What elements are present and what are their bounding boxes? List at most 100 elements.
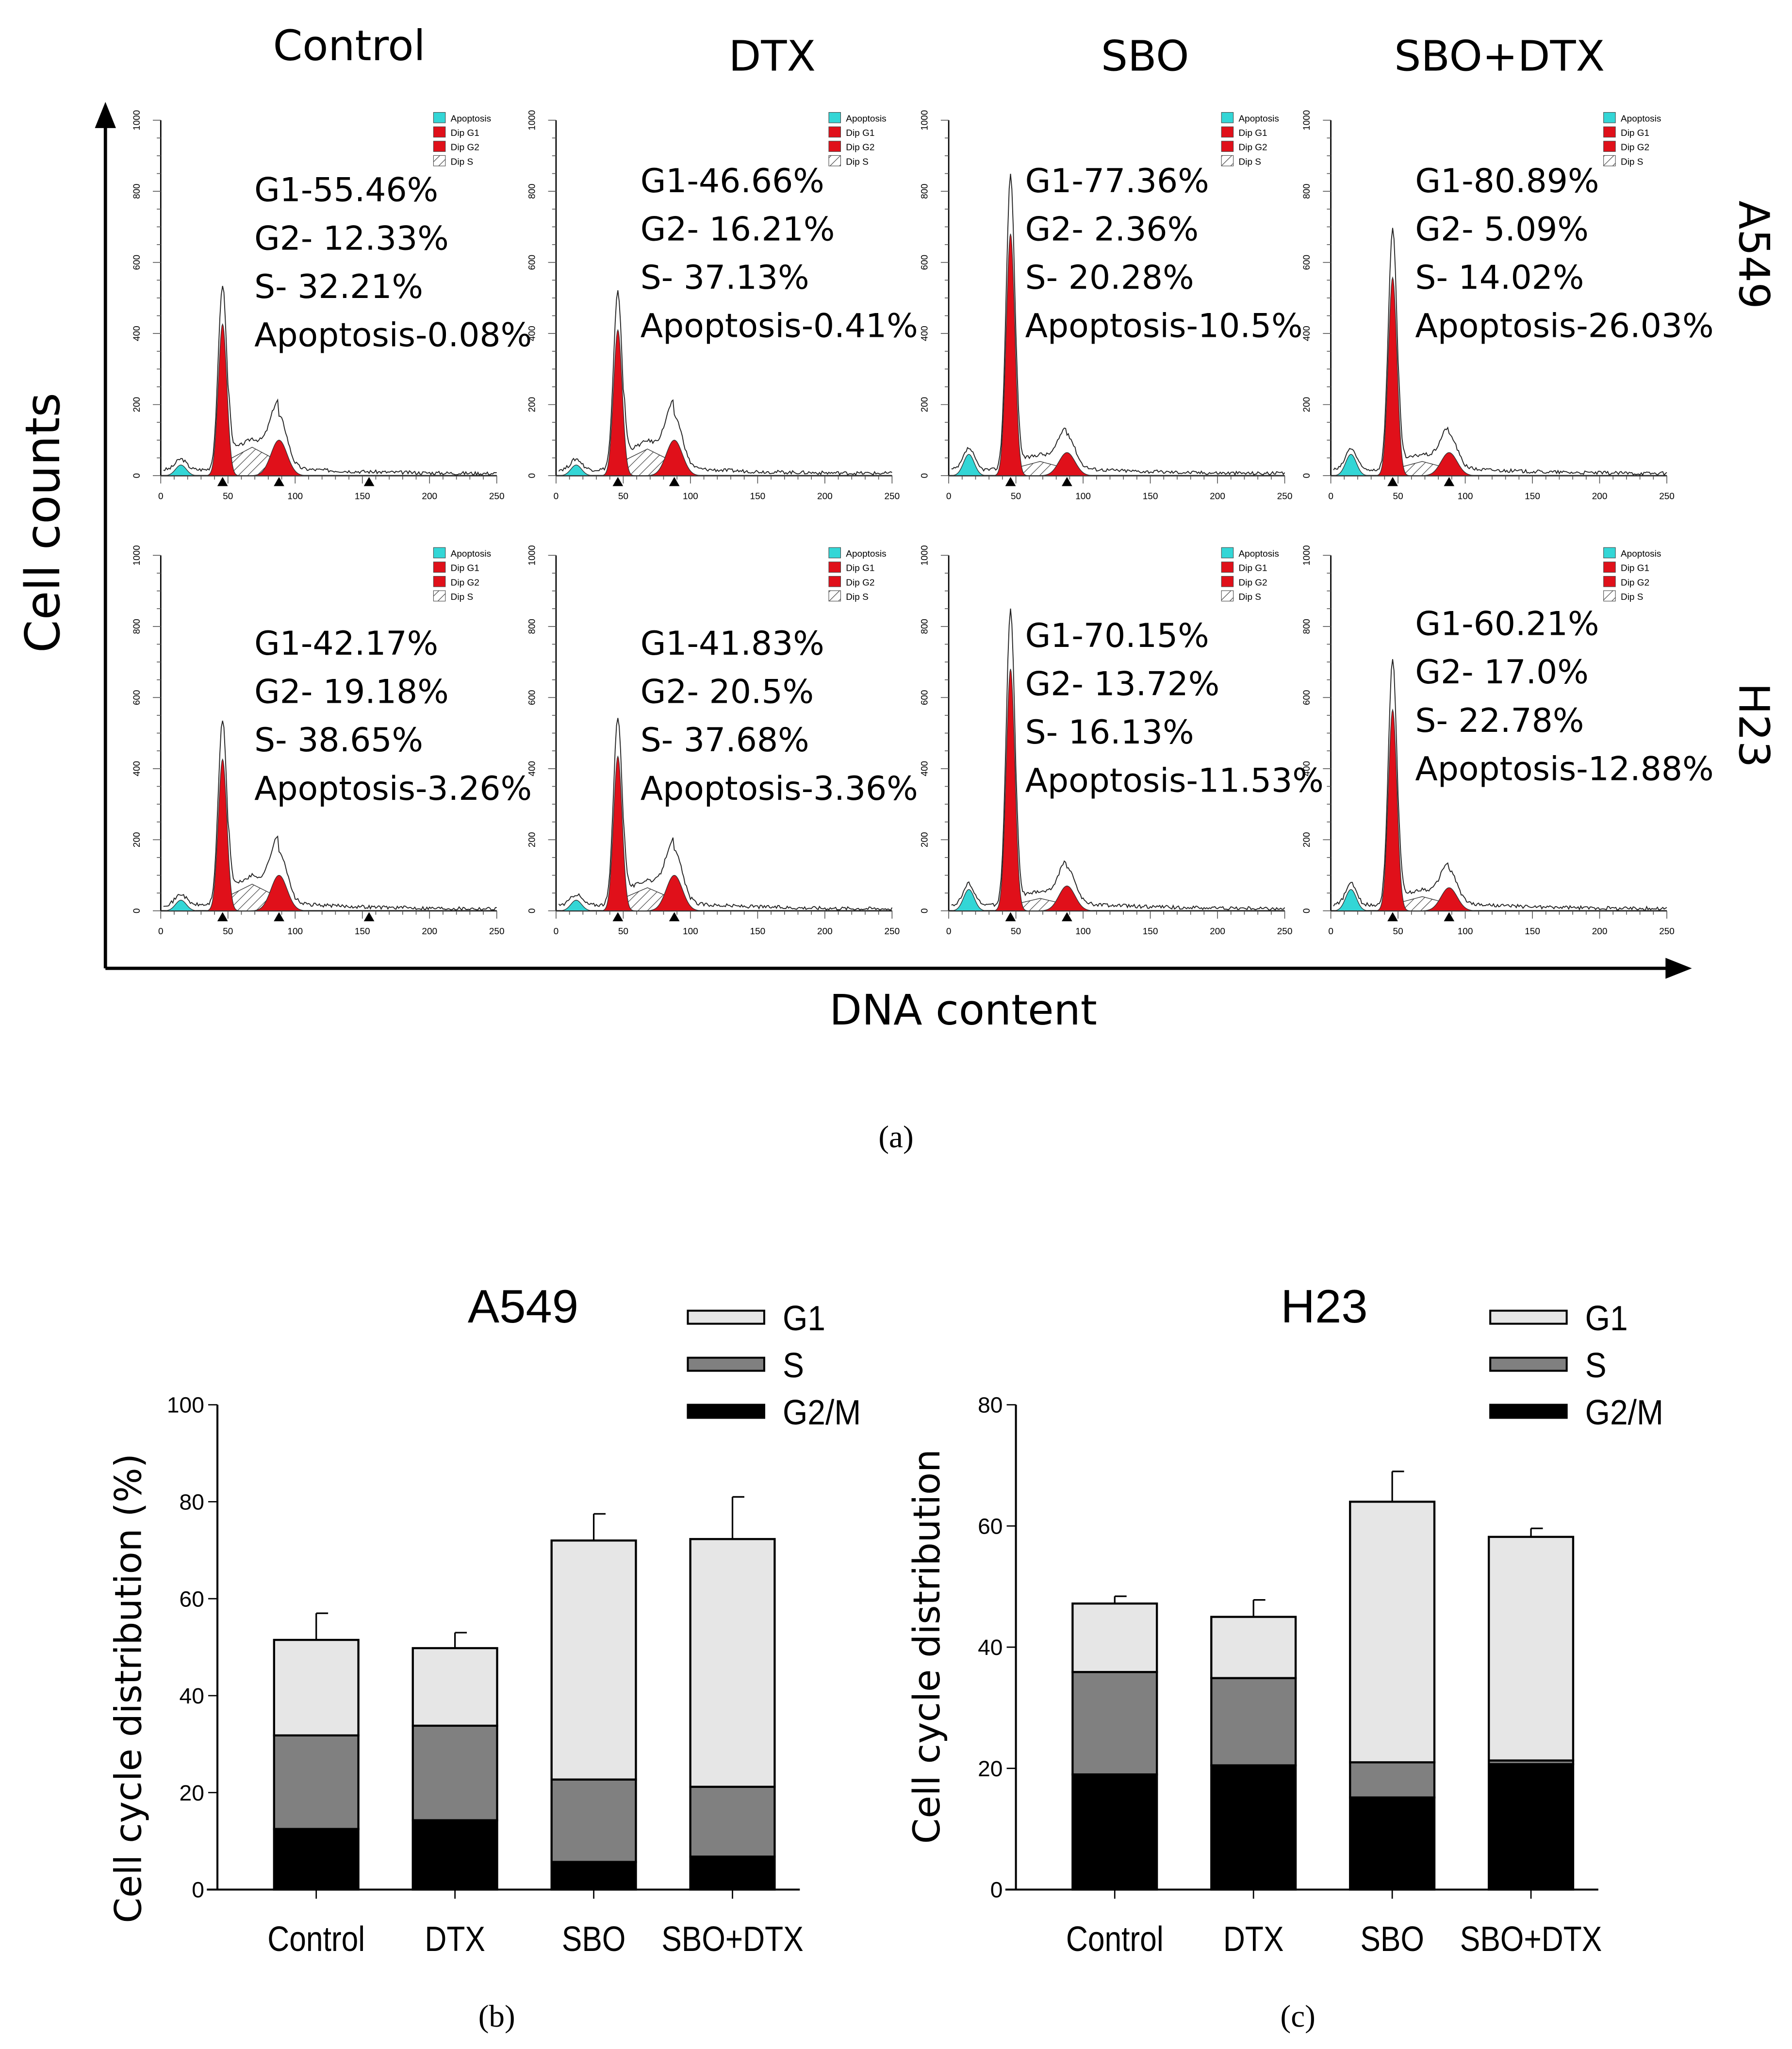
hist-y-tick-label: 600 [132,690,142,705]
hist-y-tick-label: 0 [1302,909,1312,913]
hist-x-tick-label: 250 [489,926,505,937]
legend-swatch [828,126,841,138]
legend-swatch [1603,155,1616,166]
hist-x-tick-label: 50 [1011,926,1021,937]
legend-label: Dip G1 [451,128,479,138]
phase-percentage-text: G1-70.15% [1025,616,1209,655]
hist-y-tick-label: 0 [527,909,537,913]
legend-swatch [433,547,446,559]
phase-percentage-text: S- 32.21% [254,267,423,306]
peak-marker-icon [1444,477,1455,486]
hist-y-tick-label: 600 [1302,255,1312,270]
row-label-a549: A549 [1729,200,1777,309]
histogram-panel: 0 200 400 600 800 1000 0 50 100 150 200 250 Apoptosi… [527,110,918,502]
x-axis-label-dna-content: DNA content [829,986,1097,1035]
legend-swatch [1221,562,1234,573]
legend-label: Dip G2 [1239,578,1267,588]
hist-x-tick-label: 200 [1592,492,1608,502]
x-tick-label: SBO [1360,1920,1424,1959]
hist-x-tick-label: 150 [750,926,766,937]
hist-x-tick-label: 150 [750,492,766,502]
bar-segment-s [689,1785,776,1858]
legend-swatch [828,112,841,123]
dip-g2-area [949,885,1285,911]
phase-percentage-text: G1-77.36% [1025,162,1209,200]
legend-label: S [1585,1345,1607,1385]
phase-percentage-text: S- 37.68% [641,721,809,760]
legend-label: Dip G1 [846,563,874,574]
phase-percentage-text: G2- 5.09% [1415,210,1589,248]
peak-marker-icon [669,912,680,922]
phase-percentage-text: G1-46.66% [641,162,824,200]
histogram-panel: 0 200 400 600 800 1000 0 50 100 150 200 250 Apoptosi… [527,545,918,937]
y-tick-label: 20 [978,1756,1003,1781]
hist-y-tick-label: 400 [1302,326,1312,341]
legend-swatch [433,155,446,166]
phase-percentage-text: Apoptosis-12.88% [1415,750,1713,788]
hist-y-tick-label: 400 [920,326,930,341]
peak-marker-icon [1387,912,1398,922]
hist-x-tick-label: 150 [355,926,370,937]
hist-x-tick-label: 150 [1143,492,1158,502]
bar-segment-g2m [550,1861,637,1891]
legend-label: Dip S [1621,592,1643,602]
legend-label: Apoptosis [1239,549,1279,559]
y-tick-label: 0 [990,1877,1003,1902]
phase-percentage-text: Apoptosis-26.03% [1415,307,1713,345]
legend-label: Dip G1 [1621,128,1649,138]
phase-percentage-text: S- 37.13% [641,258,809,297]
phase-percentage-text: G1-80.89% [1415,162,1599,200]
phase-percentage-text: G1-60.21% [1415,605,1599,643]
peak-marker-icon [1061,477,1072,486]
hist-y-tick-label: 200 [1302,832,1312,847]
hist-y-tick-label: 0 [1302,473,1312,478]
big-axes [95,102,1692,979]
hist-x-tick-label: 100 [683,492,698,502]
peak-marker-icon [1444,912,1455,922]
hist-x-tick-label: 50 [618,492,628,502]
hist-y-tick-label: 400 [920,761,930,776]
legend-label: G2/M [1585,1392,1663,1432]
hist-x-tick-label: 0 [946,926,952,937]
legend-swatch [1603,112,1616,123]
hist-y-tick-label: 800 [920,183,930,198]
column-header-control: Control [273,22,426,70]
hist-y-tick-label: 1000 [527,110,537,131]
legend-swatch [1603,126,1616,138]
panel-label: (b) [478,1999,515,2034]
phase-percentage-text: S- 16.13% [1025,713,1194,751]
hist-x-tick-label: 100 [1075,926,1091,937]
legend-swatch [1221,590,1234,602]
hist-y-tick-label: 400 [527,761,537,776]
bar-segment-g2m [411,1819,498,1891]
hist-y-tick-label: 800 [132,183,142,198]
legend-label: Dip G1 [1239,563,1267,574]
dip-g2-area [1331,887,1667,911]
legend-label: Dip S [846,592,868,602]
y-tick-label: 60 [978,1514,1003,1539]
bar-segment-g2m [1210,1764,1297,1891]
column-headers: Control DTX SBO SBO+DTX [273,22,1605,81]
legend-swatch [1221,126,1234,138]
legend-label: Dip G1 [1239,128,1267,138]
column-header-sbo: SBO [1101,33,1189,81]
bar-segment-s [1071,1671,1158,1776]
legend-swatch [1603,562,1616,573]
legend-label: G2/M [783,1392,861,1432]
phase-percentage-text: Apoptosis-3.26% [254,769,532,808]
hist-x-tick-label: 200 [422,926,437,937]
phase-percentage-text: S- 38.65% [254,721,423,760]
legend-label: Dip G2 [846,578,874,588]
hist-y-tick-label: 600 [1302,690,1312,705]
hist-x-tick-label: 100 [1458,926,1473,937]
bar-segment-g1 [1488,1536,1575,1762]
peak-marker-icon [217,477,228,486]
legend-label: Dip G2 [451,578,479,588]
bar-segment-g1 [1349,1501,1436,1764]
legend-label: Apoptosis [846,114,886,124]
phase-percentage-text: G2- 13.72% [1025,665,1220,703]
legend-label: Dip S [451,157,473,167]
legend-swatch [828,576,841,587]
y-tick-label: 40 [978,1635,1003,1660]
